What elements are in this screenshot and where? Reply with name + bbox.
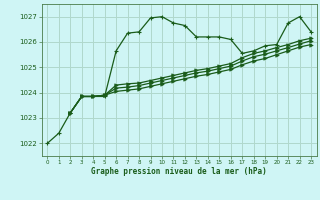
X-axis label: Graphe pression niveau de la mer (hPa): Graphe pression niveau de la mer (hPa) bbox=[91, 167, 267, 176]
